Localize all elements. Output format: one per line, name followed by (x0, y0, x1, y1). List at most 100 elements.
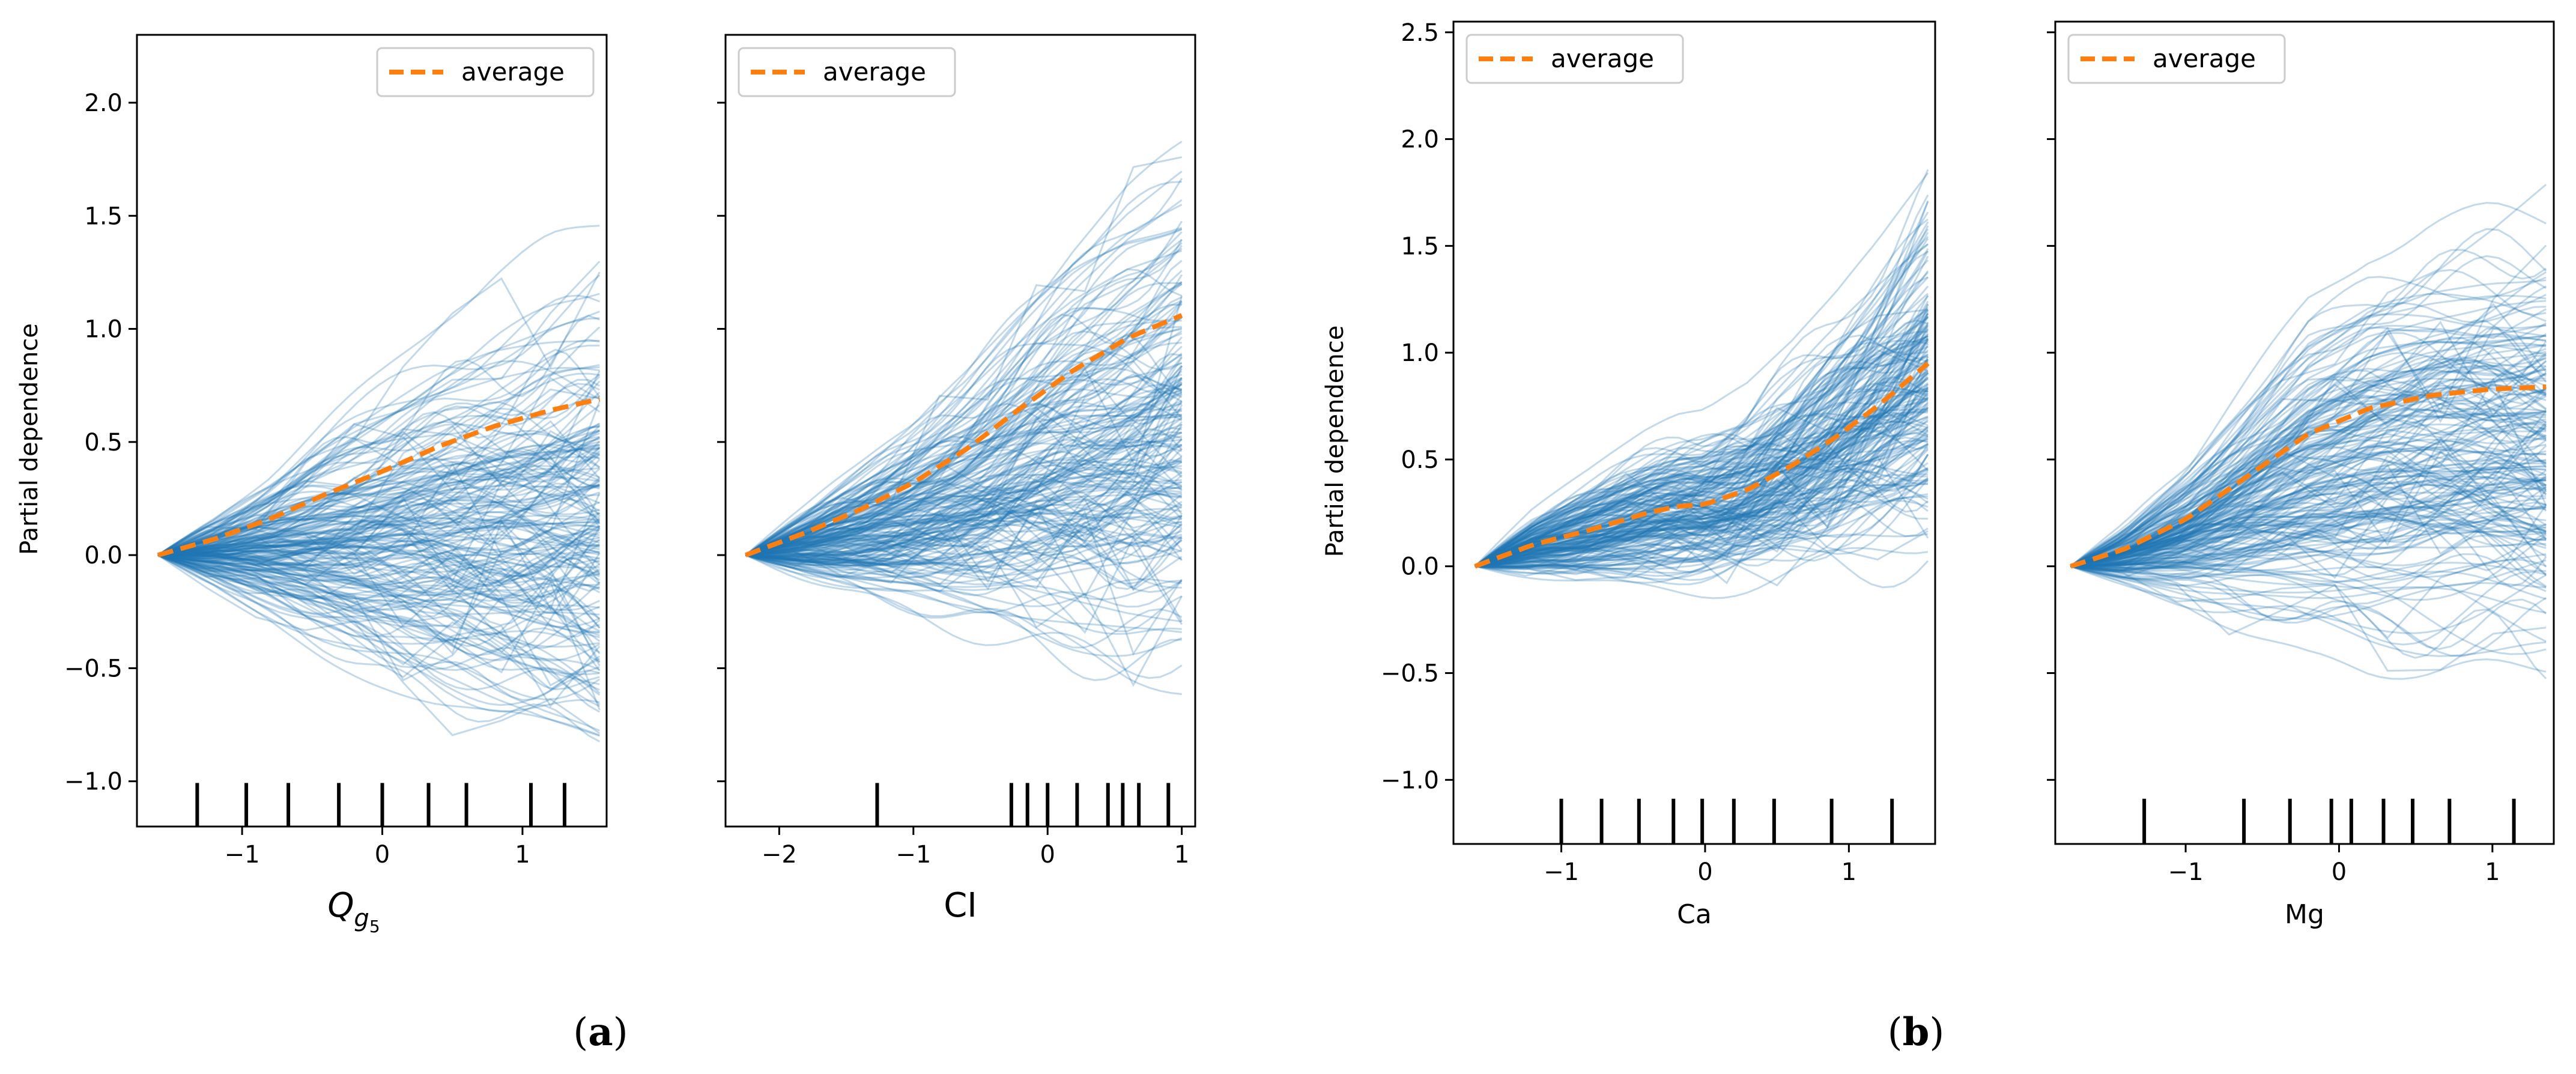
ice-line (745, 357, 1183, 562)
ice-line (1474, 443, 1929, 568)
ice-line (157, 546, 601, 655)
ice-line (2070, 518, 2547, 568)
ice-line (745, 228, 1183, 556)
ice-line (745, 268, 1183, 556)
ice-line (2070, 342, 2547, 568)
ice-line (2070, 407, 2547, 568)
ice-line (157, 554, 601, 696)
ice-line (2070, 418, 2547, 568)
ice-line (1474, 225, 1929, 568)
x-tick-label: 1 (1841, 858, 1856, 886)
ice-line (1474, 276, 1929, 567)
ice-line (1474, 386, 1929, 568)
ice-line (745, 350, 1183, 556)
ice-line (1474, 172, 1929, 567)
ice-line (745, 554, 1183, 679)
ice-line (157, 554, 601, 613)
ice-line (745, 417, 1183, 563)
ice-line (2070, 294, 2547, 567)
ice-line (2070, 326, 2547, 568)
x-tick-label: 0 (1697, 858, 1712, 886)
legend-label: average (461, 57, 565, 86)
ice-line (2070, 336, 2547, 567)
ice-line (157, 456, 601, 584)
ice-line (2070, 484, 2547, 568)
ice-line (157, 554, 600, 616)
ice-line (157, 520, 600, 556)
ice-line (2070, 413, 2547, 568)
ice-line (157, 521, 601, 587)
ice-line (2070, 391, 2547, 568)
ice-line (157, 554, 601, 711)
ice-line (157, 554, 600, 676)
ice-line (157, 544, 600, 569)
ice-line (157, 520, 601, 667)
ice-line (1474, 388, 1929, 568)
ice-line (157, 493, 601, 611)
x-tick-label: 0 (2332, 858, 2347, 886)
ice-line (1474, 358, 1929, 568)
ice-line (1474, 338, 1929, 568)
ice-line (745, 439, 1183, 556)
ice-line (157, 478, 600, 556)
ice-line (2070, 459, 2547, 568)
x-axis-label: CI (944, 886, 977, 925)
ice-line (157, 554, 601, 600)
ice-line (157, 495, 601, 572)
ice-line (157, 317, 600, 556)
ice-line (157, 429, 601, 570)
ice-line (745, 511, 1182, 589)
ice-line (2070, 418, 2547, 568)
legend-box (2067, 34, 2286, 84)
ice-line (1474, 454, 1929, 580)
ice-line (157, 554, 601, 706)
ice-line (745, 296, 1183, 560)
ice-line (745, 414, 1182, 556)
ice-line (157, 554, 600, 736)
ice-line (157, 523, 600, 592)
ice-line (157, 525, 600, 556)
ice-line (2070, 505, 2547, 580)
ice-line (1474, 377, 1929, 568)
ice-line (745, 328, 1182, 556)
ice-line (2070, 381, 2547, 568)
ice-line (745, 407, 1183, 556)
ice-line (745, 476, 1182, 556)
ice-line (2070, 332, 2547, 568)
ice-line (2070, 302, 2547, 567)
ice-line (1474, 358, 1929, 567)
ice-line (1474, 533, 1929, 574)
ice-line (745, 508, 1182, 556)
ice-line (157, 344, 600, 556)
ice-line (157, 554, 600, 604)
ice-line (157, 550, 600, 637)
ice-line (745, 554, 1182, 601)
ice-line (745, 368, 1183, 557)
ice-line (157, 554, 600, 628)
ice-line (1474, 376, 1929, 568)
ice-line (2070, 249, 2547, 568)
y-tick-label: 0.5 (1401, 446, 1439, 474)
ice-line (745, 383, 1183, 556)
ice-line (1474, 393, 1929, 568)
ice-line (2070, 479, 2547, 568)
ice-line (2070, 450, 2547, 568)
ice-line (157, 554, 600, 592)
ice-line (2070, 255, 2547, 568)
ice-line (157, 474, 600, 556)
ice-line (1474, 418, 1929, 571)
ice-line (745, 428, 1183, 556)
ice-line (157, 467, 600, 556)
ice-line (157, 554, 601, 691)
ice-line (745, 460, 1182, 556)
ice-line (1474, 276, 1929, 567)
ice-line (745, 440, 1183, 556)
ice-line (1474, 364, 1929, 568)
ice-line (2070, 476, 2547, 568)
ice-line (745, 492, 1182, 556)
ice-line (157, 554, 600, 648)
ice-line (1474, 442, 1929, 570)
y-axis-label: Partial dependence (16, 323, 43, 555)
ice-line (1474, 401, 1929, 568)
ice-line (745, 366, 1183, 556)
